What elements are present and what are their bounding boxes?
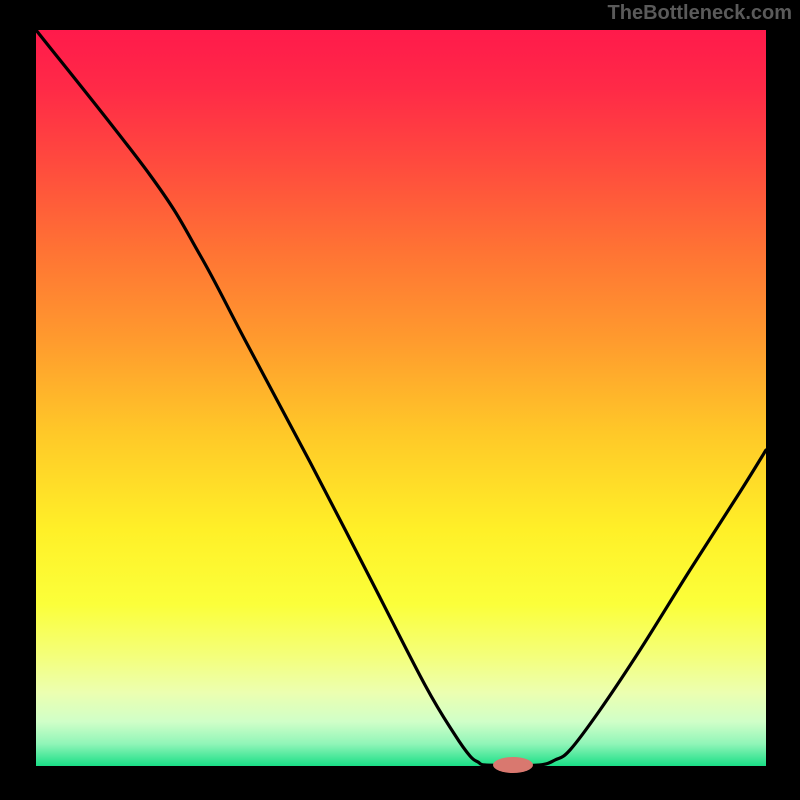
curve-layer — [0, 0, 800, 800]
optimal-marker — [493, 757, 533, 773]
plot-area — [36, 30, 766, 766]
chart-container: TheBottleneck.com — [0, 0, 800, 800]
bottleneck-curve — [36, 30, 766, 765]
watermark-text: TheBottleneck.com — [608, 2, 792, 25]
